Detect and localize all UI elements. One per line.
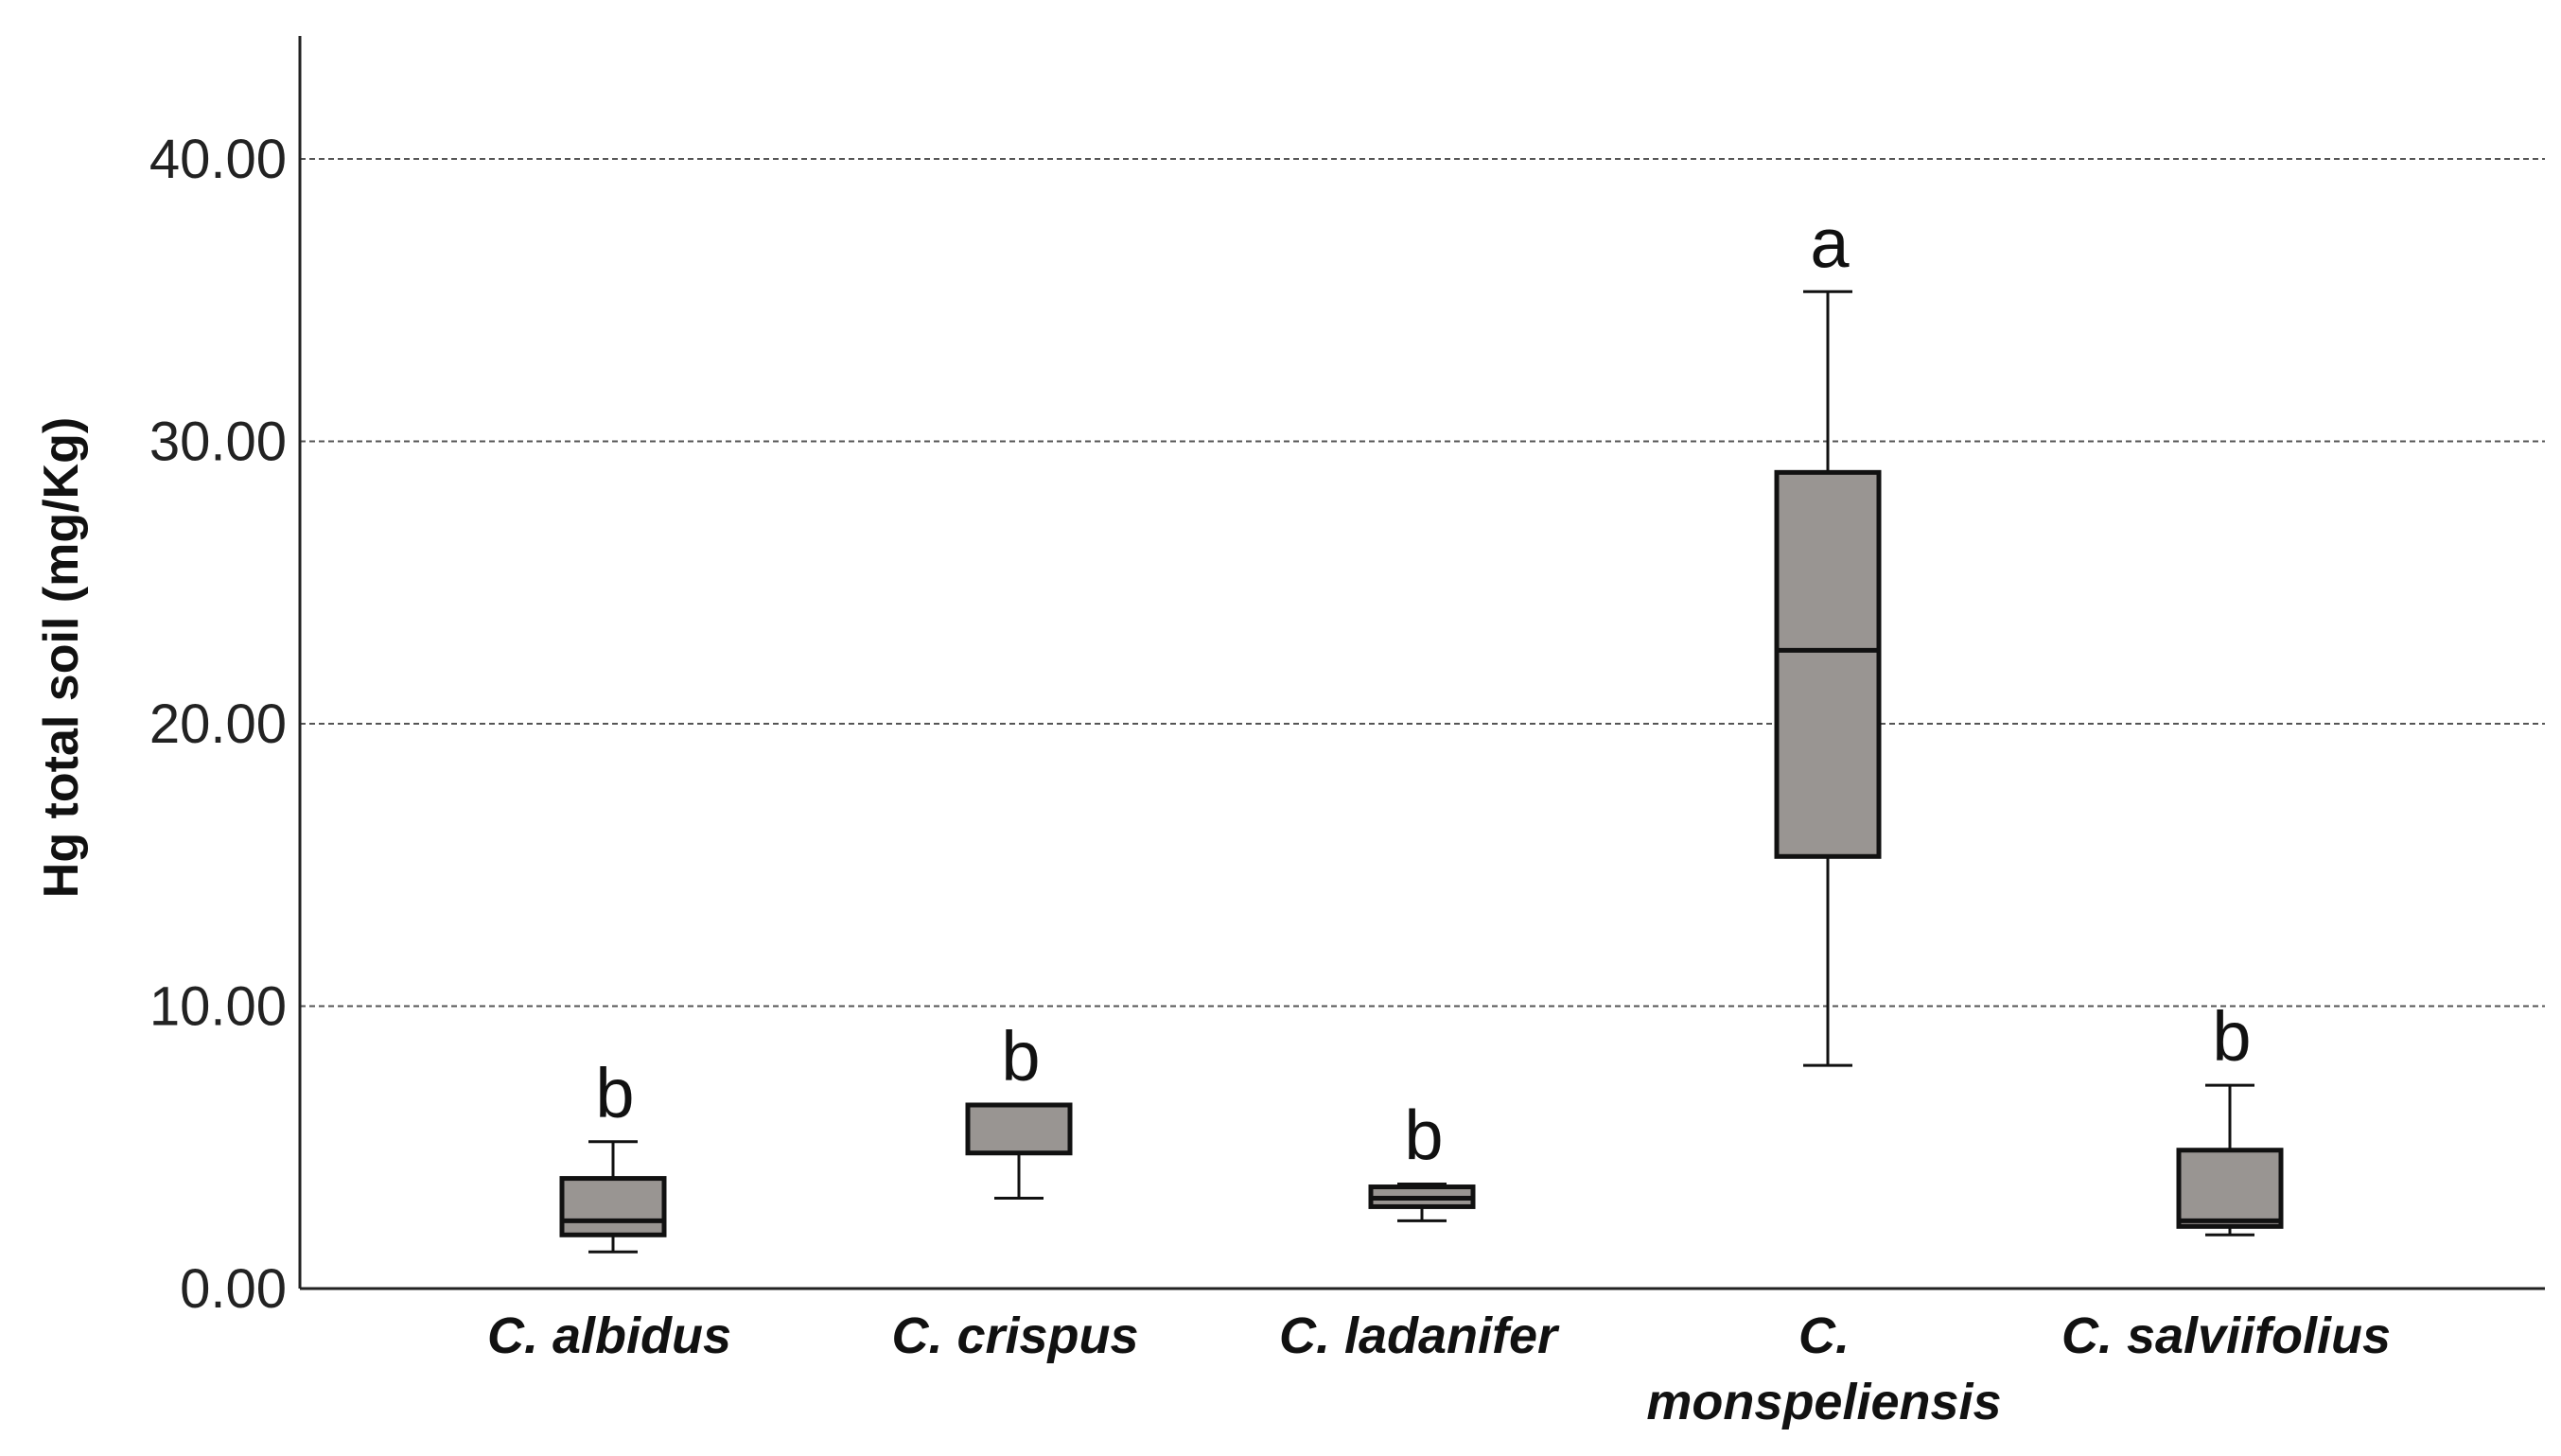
y-tick-label: 20.00 [149, 693, 287, 755]
y-tick-label: 30.00 [149, 412, 287, 473]
significance-letter: a [1810, 203, 1850, 282]
iqr-box [1774, 469, 1882, 859]
box-group: b [1368, 1096, 1476, 1222]
x-category-label-line: monspeliensis [1646, 1374, 2001, 1430]
significance-letter: b [1001, 1017, 1040, 1096]
axes [298, 36, 2545, 1290]
x-category-label: C. ladanifer [1279, 1307, 1560, 1364]
x-category-label-line: C. [1798, 1307, 1850, 1364]
iqr-box [965, 1102, 1073, 1156]
significance-letter: b [1404, 1096, 1443, 1175]
x-category-label: C. monspeliensis [1646, 1307, 2001, 1430]
gridlines [300, 158, 2545, 1008]
box-group: b [559, 1054, 667, 1254]
y-axis-label: Hg total soil (mg/Kg) [34, 417, 89, 898]
x-category-label-line: C. albidus [487, 1307, 731, 1364]
boxes: b b b a b [559, 203, 2284, 1254]
x-category-label-line: C. salviifolius [2061, 1307, 2391, 1364]
iqr-box [559, 1176, 667, 1237]
y-tick-label: 0.00 [180, 1258, 287, 1320]
y-tick-label: 10.00 [149, 976, 287, 1038]
significance-letter: b [2212, 997, 2251, 1076]
y-tick-label: 40.00 [149, 129, 287, 190]
box-group: b [965, 1017, 1073, 1200]
y-tick-labels: 0.00 10.00 20.00 30.00 40.00 [149, 129, 287, 1320]
x-category-label-line: C. ladanifer [1279, 1307, 1560, 1364]
x-category-labels: C. albidus C. crispus C. ladanifer C. monspe… [487, 1307, 2391, 1430]
x-category-label: C. albidus [487, 1307, 731, 1364]
x-category-label: C. crispus [891, 1307, 1138, 1364]
box-group: a [1774, 203, 1882, 1067]
x-category-label: C. salviifolius [2061, 1307, 2391, 1364]
x-category-label-line: C. crispus [891, 1307, 1138, 1364]
box-group: b [2176, 997, 2284, 1237]
iqr-box [2176, 1148, 2284, 1229]
significance-letter: b [595, 1054, 634, 1132]
